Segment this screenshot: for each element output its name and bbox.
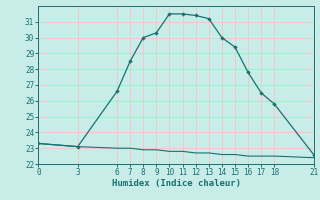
X-axis label: Humidex (Indice chaleur): Humidex (Indice chaleur) [111, 179, 241, 188]
